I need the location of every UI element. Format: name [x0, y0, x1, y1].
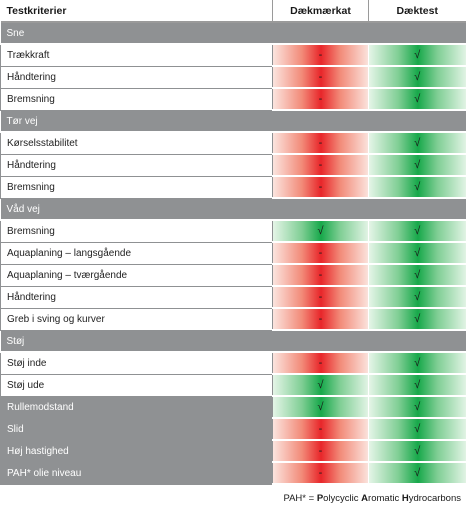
tire-label-result: -: [272, 418, 369, 441]
footnote: PAH* = Polycyclic Aromatic Hydrocarbons: [0, 493, 461, 504]
footnote-prefix: PAH* =: [283, 493, 317, 504]
table-row: Aquaplaning – tværgående - √: [0, 264, 466, 287]
tire-label-result: √: [272, 396, 369, 419]
table-row: Støj ude √ √: [0, 374, 466, 397]
tire-label-result: -: [272, 132, 369, 155]
section-header-row: Sne: [0, 22, 466, 45]
tire-test-result: √: [368, 176, 466, 199]
tire-label-result: -: [272, 440, 369, 463]
table-row: Bremsning - √: [0, 88, 466, 111]
section-title: Sne: [0, 22, 466, 45]
tire-label-result: -: [272, 154, 369, 177]
section-title: Våd vej: [0, 198, 466, 221]
table-row: PAH* olie niveau - √: [0, 462, 466, 485]
table-header-row: Testkriterier Dækmærkat Dæktest: [0, 0, 466, 23]
tire-test-result: √: [368, 264, 466, 287]
table-row: Rullemodstand √ √: [0, 396, 466, 419]
tire-test-result: √: [368, 132, 466, 155]
criterion-label: Aquaplaning – tværgående: [0, 264, 273, 287]
criterion-label: Håndtering: [0, 154, 273, 177]
tire-test-result: √: [368, 220, 466, 243]
tire-label-result: -: [272, 264, 369, 287]
criteria-table: Testkriterier Dækmærkat Dæktest Sne Trækk…: [0, 0, 466, 485]
tire-label-result: -: [272, 286, 369, 309]
criterion-label: Kørselsstabilitet: [0, 132, 273, 155]
footnote-bold-a: A: [361, 493, 369, 504]
tire-test-result: √: [368, 66, 466, 89]
footnote-rest-a: romatic: [368, 493, 402, 504]
table-row: Håndtering - √: [0, 154, 466, 177]
table-body: Sne Trækkraft - √ Håndtering - √ Bremsning - √ Tør…: [0, 22, 466, 485]
tire-test-result: √: [368, 308, 466, 331]
tire-test-result: √: [368, 44, 466, 67]
tire-label-result: √: [272, 374, 369, 397]
tire-label-result: -: [272, 176, 369, 199]
header-tire-label: Dækmærkat: [272, 0, 369, 23]
footnote-rest-h: ydrocarbons: [408, 493, 461, 504]
criterion-label: Støj inde: [0, 352, 273, 375]
table-row: Støj inde - √: [0, 352, 466, 375]
criterion-label: Støj ude: [0, 374, 273, 397]
table-row: Aquaplaning – langsgående - √: [0, 242, 466, 265]
tire-label-result: -: [272, 88, 369, 111]
table-row: Høj hastighed - √: [0, 440, 466, 463]
footnote-rest-p: olycyclic: [323, 493, 362, 504]
tire-test-result: √: [368, 88, 466, 111]
criterion-label: Bremsning: [0, 176, 273, 199]
tire-test-result: √: [368, 154, 466, 177]
criterion-label: Rullemodstand: [0, 396, 273, 419]
tire-test-result: √: [368, 462, 466, 485]
section-header-row: Våd vej: [0, 198, 466, 221]
tire-label-result: -: [272, 242, 369, 265]
tire-test-result: √: [368, 418, 466, 441]
criterion-label: Aquaplaning – langsgående: [0, 242, 273, 265]
header-tire-test: Dæktest: [368, 0, 466, 23]
footnote-bold-h: H: [401, 493, 409, 504]
criterion-label: Greb i sving og kurver: [0, 308, 273, 331]
tire-test-result: √: [368, 374, 466, 397]
tire-test-result: √: [368, 396, 466, 419]
table-row: Håndtering - √: [0, 286, 466, 309]
tire-test-result: √: [368, 440, 466, 463]
table-row: Håndtering - √: [0, 66, 466, 89]
table-row: Bremsning - √: [0, 176, 466, 199]
criterion-label: Bremsning: [0, 88, 273, 111]
criterion-label: Håndtering: [0, 66, 273, 89]
table-row: Kørselsstabilitet - √: [0, 132, 466, 155]
section-title: Tør vej: [0, 110, 466, 133]
criterion-label: PAH* olie niveau: [0, 462, 273, 485]
header-criteria: Testkriterier: [0, 0, 273, 23]
tire-label-result: -: [272, 308, 369, 331]
tire-test-result: √: [368, 286, 466, 309]
tire-label-result: -: [272, 462, 369, 485]
tire-label-result: √: [272, 220, 369, 243]
tire-test-result: √: [368, 242, 466, 265]
criterion-label: Trækkraft: [0, 44, 273, 67]
table-row: Greb i sving og kurver - √: [0, 308, 466, 331]
footnote-bold-p: P: [316, 493, 324, 504]
tire-label-result: -: [272, 352, 369, 375]
tire-test-result: √: [368, 352, 466, 375]
criterion-label: Håndtering: [0, 286, 273, 309]
criterion-label: Bremsning: [0, 220, 273, 243]
section-title: Støj: [0, 330, 466, 353]
table-row: Bremsning √ √: [0, 220, 466, 243]
table-row: Slid - √: [0, 418, 466, 441]
tire-label-result: -: [272, 66, 369, 89]
section-header-row: Støj: [0, 330, 466, 353]
criterion-label: Høj hastighed: [0, 440, 273, 463]
tire-label-result: -: [272, 44, 369, 67]
criterion-label: Slid: [0, 418, 273, 441]
table-row: Trækkraft - √: [0, 44, 466, 67]
section-header-row: Tør vej: [0, 110, 466, 133]
